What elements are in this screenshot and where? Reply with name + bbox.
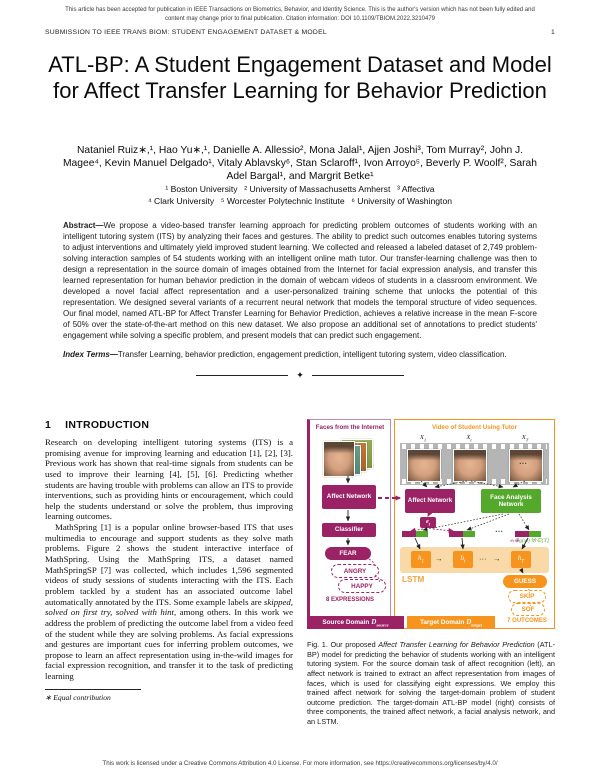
affiliations: ¹ Boston University ² University of Mass… [40,184,560,207]
expressions-count-label: 8 EXPRESSIONS [325,597,375,603]
diamond-icon: ✦ [296,370,304,381]
running-header: SUBMISSION TO IEEE TRANS BIOM: STUDENT E… [45,29,555,36]
target-domain-bar: Target Domain Dtarget [407,616,495,629]
feature-ellipsis: ··· [495,527,504,536]
section-number: 1 [45,419,52,431]
caption-rest: (ATL-BP) model for predicting the behavi… [307,640,555,726]
lstm-arrow-1: → [435,554,443,563]
abstract-block: Abstract—We propose a video-based transf… [63,220,537,380]
section-heading-introduction: 1 INTRODUCTION [45,419,293,431]
expression-label-fear: FEAR [325,547,371,560]
left-column: 1 INTRODUCTION Research on developing int… [45,419,293,753]
student-frame-3 [509,449,543,482]
acceptance-notice: This article has been accepted for publi… [30,6,570,25]
target-affect-network-box: Affect Network [405,489,455,513]
outcomes-count-label: 7 OUTCOMES [507,618,547,624]
two-column-body: 1 INTRODUCTION Research on developing int… [45,419,555,753]
lstm-ellipsis: ··· [479,554,487,563]
expression-label-happy: HAPPY [338,579,386,593]
figure-1-caption: Fig. 1. Our proposed Affect Transfer Lea… [307,640,555,727]
index-terms-text: Transfer Learning, behavior prediction, … [117,350,507,360]
index-terms: Index Terms—Transfer Learning, behavior … [63,349,537,360]
lstm-cell-ht: ht [453,551,473,568]
lstm-label: LSTM [402,575,425,584]
page-number: 1 [550,29,555,36]
section-title: INTRODUCTION [65,419,150,431]
lstm-cell-h1: h1 [411,551,431,568]
face-analysis-network-box: Face Analysis Network [481,489,541,513]
feature-formula: eₜ⊕g(xₜ) ∀t∈[T] [510,538,549,544]
outcome-label-guess: GUESS [503,575,547,588]
footnote: ∗ Equal contribution [45,688,293,702]
separator-rule-left [196,375,289,377]
source-affect-network-box: Affect Network [322,485,376,509]
lstm-cell-hT: hT [511,551,531,568]
concat-feature-bar-2 [449,531,475,537]
intro-paragraph-2-cont: , among others. In this work we address … [45,607,293,682]
notice-line-1: This article has been accepted for publi… [65,7,535,13]
affiliation-line-1: ¹ Boston University ² University of Mass… [165,184,435,194]
outcome-label-sof: SOF [511,603,545,616]
student-frame-2 [453,449,487,482]
expression-label-angry: ANGRY [331,564,379,578]
target-panel-title: Video of Student Using Tutor [431,424,517,431]
concat-feature-bar-1 [402,531,428,537]
caption-model-name: Affect Transfer Learning for Behavior Pr… [378,640,535,649]
separator-rule-right [311,375,404,377]
frame-label-xT: XT [521,434,529,443]
frame-label-x1: X1 [419,434,427,443]
abstract: Abstract—We propose a video-based transf… [63,220,537,341]
right-column: Faces from the Internet Affect Network C… [307,419,555,753]
internet-face-photo-front [323,441,355,477]
source-domain-bar: Source Domain Dsource [307,616,404,629]
intro-paragraph-1: Research on developing intelligent tutor… [45,437,293,522]
index-terms-label: Index Terms— [63,350,118,360]
abstract-text: We propose a video-based transfer learni… [63,221,537,341]
concat-feature-bar-3 [515,531,541,537]
intro-paragraph-2-text: MathSpring [1] is a popular online brows… [45,522,293,607]
running-title: SUBMISSION TO IEEE TRANS BIOM: STUDENT E… [45,29,327,36]
section-separator: ✦ [63,371,537,380]
abstract-label: Abstract— [63,221,104,230]
intro-paragraph-2: MathSpring [1] is a popular online brows… [45,522,293,682]
frame-label-xt: Xt [466,434,472,443]
affiliation-line-2: ⁴ Clark University ⁵ Worcester Polytechn… [147,195,453,206]
paper-title: ATL-BP: A Student Engagement Dataset and… [48,52,552,104]
source-panel-title: Faces from the Internet [315,424,385,431]
caption-prefix: Fig. 1. Our proposed [307,640,379,649]
frame-ellipsis: ··· [519,459,528,468]
footnote-text: ∗ Equal contribution [45,692,111,702]
figure-1-diagram: Faces from the Internet Affect Network C… [307,419,555,633]
notice-line-2: content may change prior to final public… [164,16,436,23]
affect-embedding-box: et [420,517,436,528]
author-list: Nataniel Ruiz∗,¹, Hao Yu∗,¹, Danielle A.… [62,145,538,182]
classifier-box: Classifier [322,523,376,537]
student-frame-1 [407,449,441,482]
outcome-label-skip: SKIP [508,590,546,603]
outcome-label-examples: skipped, solved on first try, solved wit… [45,596,293,618]
lstm-arrow-2: → [493,554,501,563]
footnote-rule [45,688,141,690]
license-footer: This work is licensed under a Creative C… [102,760,498,767]
